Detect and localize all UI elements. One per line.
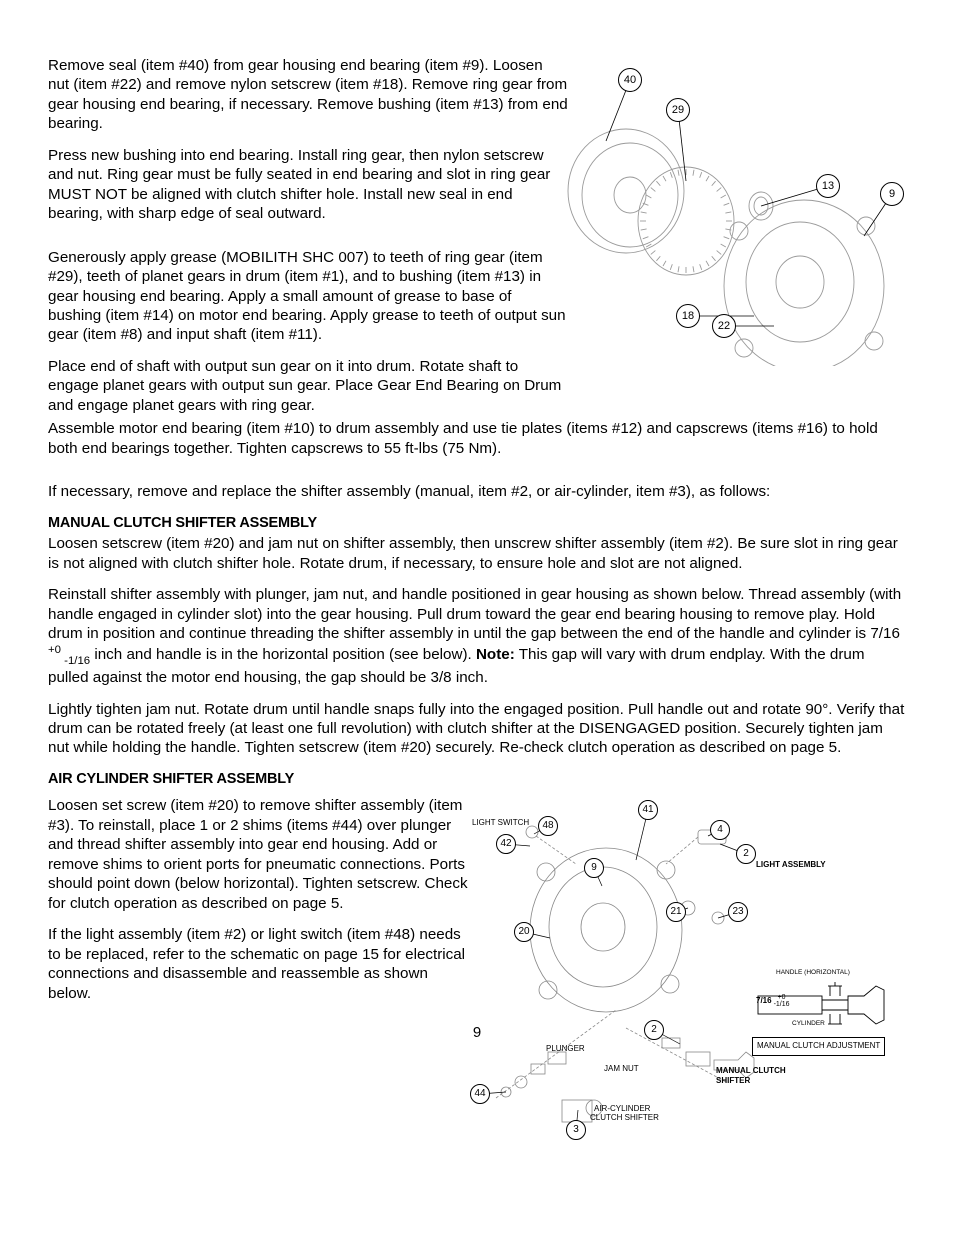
fig-label: JAM NUT (604, 1064, 639, 1074)
para-7: Loosen setscrew (item #20) and jam nut o… (48, 534, 906, 573)
callout-13: 13 (816, 174, 840, 198)
fig-label: LIGHT SWITCH (472, 818, 529, 828)
heading-air: AIR CYLINDER SHIFTER ASSEMBLY (48, 770, 906, 789)
bottom-section: Loosen set screw (item #20) to remove sh… (48, 796, 906, 1003)
manual-clutch-adjustment-box: MANUAL CLUTCH ADJUSTMENT (752, 1037, 885, 1055)
para-4a: Place end of shaft with output sun gear … (48, 357, 568, 415)
fig-label: CLUTCH SHIFTER (590, 1113, 659, 1123)
para-8: Reinstall shifter assembly with plunger,… (48, 585, 906, 688)
fig-label: SHIFTER (716, 1076, 750, 1086)
heading-manual: MANUAL CLUTCH SHIFTER ASSEMBLY (48, 514, 906, 533)
para-9: Lightly tighten jam nut. Rotate drum unt… (48, 700, 906, 758)
para-3: Generously apply grease (MOBILITH SHC 00… (48, 248, 568, 345)
handle-diagram (756, 976, 886, 1036)
fig-label: PLUNGER (546, 1044, 585, 1054)
callout-9: 9 (880, 182, 904, 206)
figure-1-svg (566, 56, 906, 366)
para-10: Loosen set screw (item #20) to remove sh… (48, 796, 468, 913)
text-col-bot: Loosen set screw (item #20) to remove sh… (48, 796, 468, 1003)
callout-22: 22 (712, 314, 736, 338)
callout-18: 18 (676, 304, 700, 328)
figure-2: 4144842292123202443LIGHT SWITCHLIGHT ASS… (466, 800, 896, 1180)
para-2: Press new bushing into end bearing. Inst… (48, 146, 568, 224)
fig-label: LIGHT ASSEMBLY (756, 860, 826, 870)
callout-40: 40 (618, 68, 642, 92)
para-6: If necessary, remove and replace the shi… (48, 482, 906, 501)
para-11: If the light assembly (item #2) or light… (48, 925, 468, 1003)
para-1: Remove seal (item #40) from gear housing… (48, 56, 568, 134)
para-5: Assemble motor end bearing (item #10) to… (48, 419, 906, 458)
fig-label: MANUAL CLUTCH (716, 1066, 786, 1076)
callout-29: 29 (666, 98, 690, 122)
top-section: Remove seal (item #40) from gear housing… (48, 56, 906, 415)
figure-1: 40 29 13 9 18 22 (566, 56, 906, 366)
text-col-top: Remove seal (item #40) from gear housing… (48, 56, 568, 415)
